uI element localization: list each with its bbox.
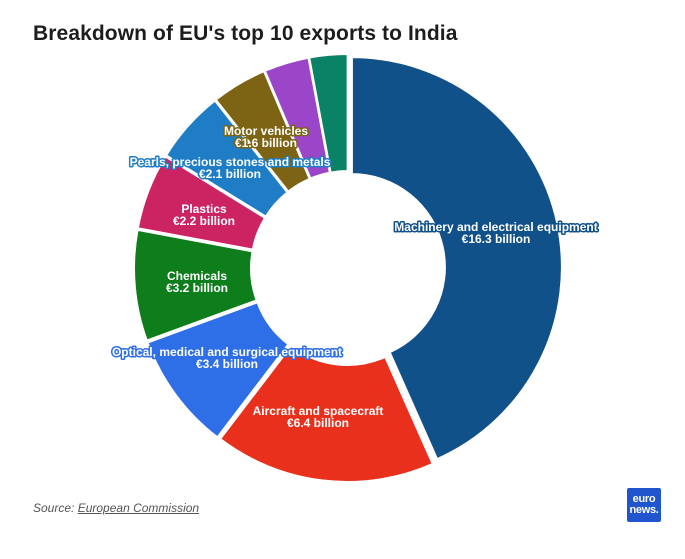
slice-label-5: Plastics: [181, 202, 227, 216]
donut-slice-6[interactable]: [164, 99, 289, 218]
slice-label-4: Chemicals: [167, 269, 227, 283]
source-link[interactable]: European Commission: [77, 501, 200, 515]
slice-value-label-6: €2.1 billion: [199, 167, 261, 181]
donut-slice-3[interactable]: [146, 301, 290, 439]
slice-label-6: Pearls, precious stones and metals: [130, 155, 331, 169]
logo-line-2: news.: [629, 504, 659, 516]
slice-label-3: Optical, medical and surgical equipment: [112, 345, 342, 359]
slice-value-label-5: €2.2 billion: [173, 214, 235, 228]
donut-slice-2[interactable]: [218, 344, 435, 483]
slice-label-7: Motor vehicles: [224, 124, 308, 138]
chart-title: Breakdown of EU's top 10 exports to Indi…: [33, 22, 458, 45]
logo-line-1: euro: [632, 493, 656, 505]
slice-label-1: Machinery and electrical equipment: [394, 220, 597, 234]
source-label: Source:: [33, 501, 75, 515]
slice-value-label-2: €6.4 billion: [287, 416, 349, 430]
slice-value-label-4: €3.2 billion: [166, 281, 228, 295]
slice-value-label-7: €1.6 billion: [235, 136, 297, 150]
slice-label-2: Aircraft and spacecraft: [253, 404, 384, 418]
slice-value-label-1: €16.3 billion: [462, 232, 531, 246]
donut-slice-4[interactable]: [133, 228, 258, 342]
euronews-logo: euro news.: [627, 488, 661, 522]
slice-value-label-3: €3.4 billion: [196, 357, 258, 371]
source-note: Source: European Commission: [33, 501, 199, 515]
donut-slice-5[interactable]: [136, 155, 267, 251]
donut-slice-9[interactable]: [308, 53, 349, 174]
donut-slice-1[interactable]: [350, 56, 563, 461]
